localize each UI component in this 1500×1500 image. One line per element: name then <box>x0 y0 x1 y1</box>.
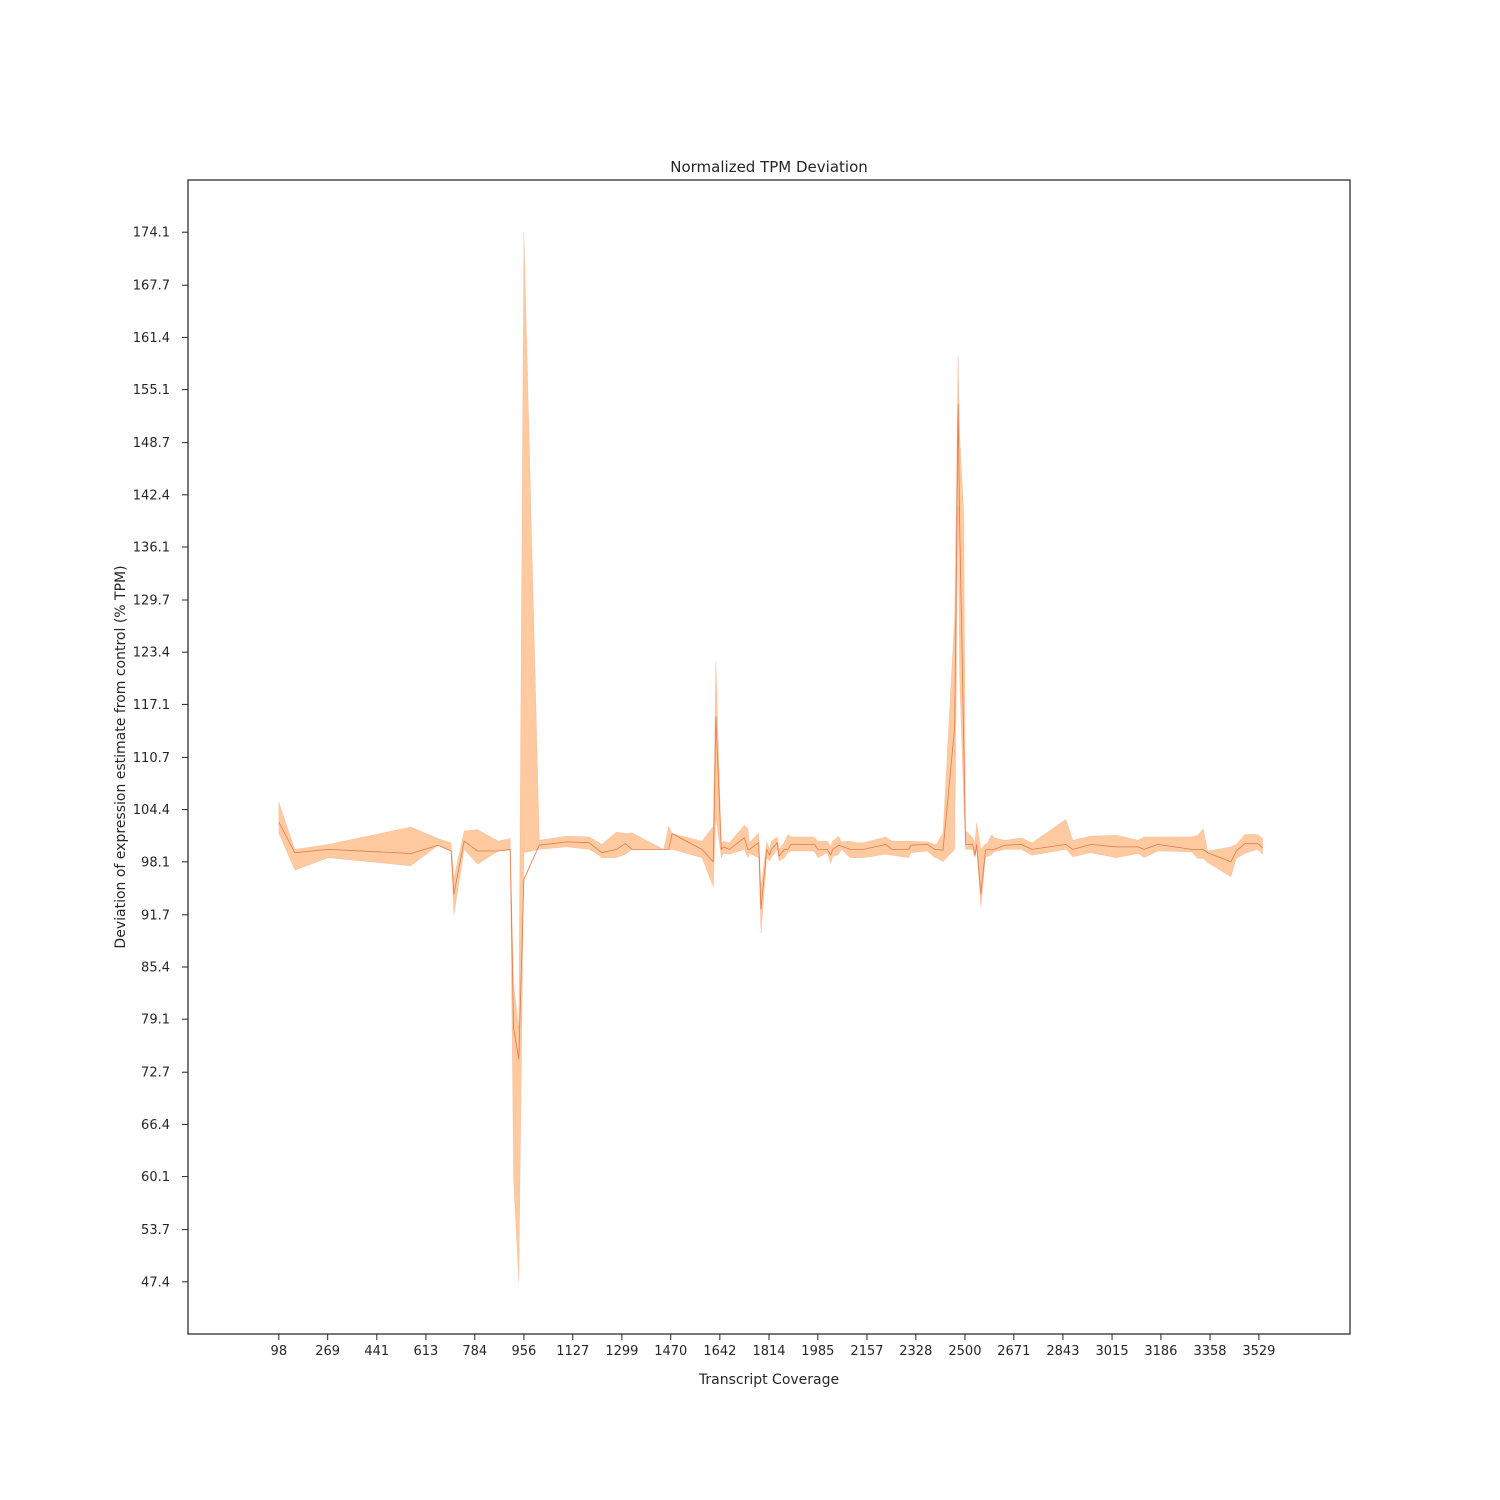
y-tick-label: 129.7 <box>133 594 170 609</box>
y-tick-label: 167.7 <box>133 279 170 294</box>
x-axis-title: Transcript Coverage <box>698 1372 839 1388</box>
y-tick-label: 104.4 <box>133 803 170 818</box>
x-tick-label: 98 <box>271 1344 288 1359</box>
y-tick-label: 47.4 <box>141 1275 170 1290</box>
mean-line-layer <box>278 404 1263 1060</box>
x-tick-label: 3015 <box>1096 1344 1129 1359</box>
x-tick-label: 1814 <box>752 1344 785 1359</box>
x-tick-label: 3529 <box>1242 1344 1275 1359</box>
y-tick-label: 155.1 <box>133 383 170 398</box>
y-tick-label: 91.7 <box>141 908 170 923</box>
x-tick-label: 2157 <box>850 1344 883 1359</box>
mean-line-0 <box>278 404 1263 1060</box>
x-tick-label: 2328 <box>899 1344 932 1359</box>
x-tick-label: 2843 <box>1046 1344 1079 1359</box>
x-tick-label: 3358 <box>1193 1344 1226 1359</box>
x-tick-label: 1299 <box>605 1344 638 1359</box>
y-tick-label: 72.7 <box>141 1066 170 1081</box>
y-tick-label: 60.1 <box>141 1170 170 1185</box>
y-tick-label: 117.1 <box>133 698 170 713</box>
y-tick-label: 174.1 <box>133 226 170 241</box>
x-tick-label: 956 <box>512 1344 537 1359</box>
x-tick-label: 1985 <box>801 1344 834 1359</box>
confidence-band-0 <box>278 232 1263 1282</box>
x-tick-label: 1470 <box>654 1344 687 1359</box>
y-tick-label: 148.7 <box>133 436 170 451</box>
plot-background <box>188 180 1350 1334</box>
y-tick-label: 123.4 <box>133 646 170 661</box>
y-axis: 47.4 53.7 60.1 66.4 72.7 79.1 85.4 91.7 98.1 104.… <box>133 226 188 1290</box>
x-axis: 98 269 441 613 784 956 1127 1299 1470 1642 1814 198… <box>271 1334 1275 1359</box>
y-tick-label: 161.4 <box>133 331 170 346</box>
x-tick-label: 1127 <box>556 1344 589 1359</box>
x-tick-label: 613 <box>414 1344 439 1359</box>
y-tick-label: 136.1 <box>133 540 170 555</box>
y-tick-label: 79.1 <box>141 1013 170 1028</box>
x-tick-label: 1642 <box>703 1344 736 1359</box>
y-tick-label: 110.7 <box>133 751 170 766</box>
y-tick-label: 85.4 <box>141 961 170 976</box>
x-tick-label: 3186 <box>1144 1344 1177 1359</box>
y-tick-label: 66.4 <box>141 1118 170 1133</box>
chart-title: Normalized TPM Deviation <box>670 158 868 176</box>
x-tick-label: 269 <box>315 1344 340 1359</box>
confidence-band-layer <box>278 232 1263 1282</box>
x-tick-label: 2671 <box>997 1344 1030 1359</box>
y-tick-label: 53.7 <box>141 1223 170 1238</box>
x-tick-label: 784 <box>462 1344 487 1359</box>
y-tick-label: 142.4 <box>133 488 170 503</box>
x-tick-label: 2500 <box>948 1344 981 1359</box>
y-tick-label: 98.1 <box>141 855 170 870</box>
y-axis-title: Deviation of expression estimate from co… <box>113 565 129 948</box>
x-tick-label: 441 <box>364 1344 389 1359</box>
